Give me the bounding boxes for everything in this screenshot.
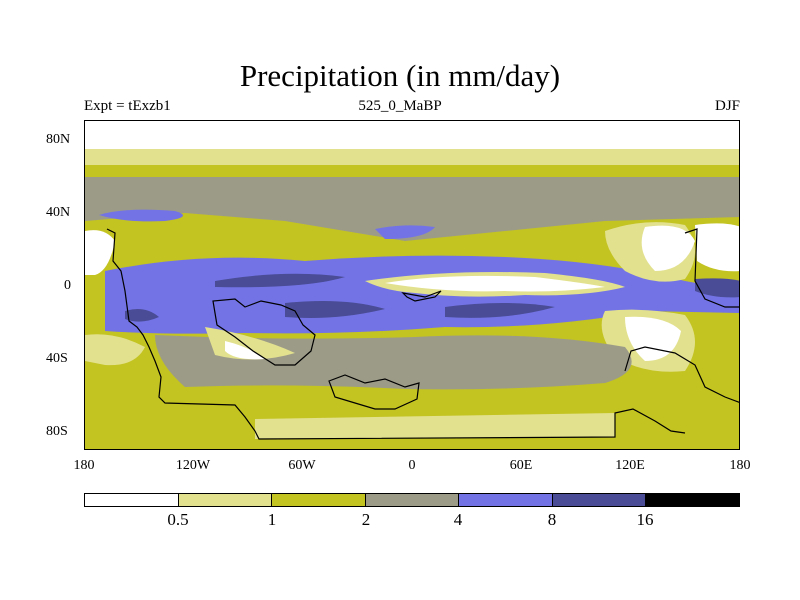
period-label: 525_0_MaBP — [358, 98, 442, 114]
x-tick-60w: 60W — [288, 458, 316, 473]
coastline-africa-north — [401, 290, 442, 302]
antarctic-light-region — [255, 413, 615, 439]
north-blue-patch-west — [99, 209, 183, 222]
colorbar-label: 4 — [453, 510, 463, 529]
experiment-label: Expt = tExzb1 — [84, 98, 171, 114]
equatorial-dry-tongue — [385, 275, 605, 292]
y-tick-0: 0 — [64, 278, 71, 293]
south-dry-patch — [225, 341, 265, 360]
colorbar-label: 16 — [636, 510, 654, 529]
plot-title: Precipitation (in mm/day) — [239, 58, 561, 93]
x-tick-180-right: 180 — [729, 458, 751, 473]
colorbar-swatch — [646, 494, 740, 506]
y-tick-40n: 40N — [46, 205, 71, 220]
tropical-dark-core-5 — [695, 278, 739, 298]
colorbar-label: 8 — [547, 510, 557, 529]
tropical-dark-core-4 — [125, 309, 159, 322]
west-dry-region — [85, 230, 115, 275]
colorbar-swatch — [552, 494, 647, 506]
east-dry-region — [641, 225, 695, 271]
colorbar-label: 1 — [267, 510, 277, 529]
north-midlat-gray-band — [85, 177, 739, 241]
y-tick-80n: 80N — [46, 132, 71, 147]
colorbar-swatch — [178, 494, 273, 506]
colorbar-swatch — [85, 494, 179, 506]
north-blue-patch-mid — [375, 225, 435, 239]
x-tick-180-left: 180 — [73, 458, 95, 473]
tropical-dark-core-2 — [285, 301, 385, 318]
continent-outlines — [106, 228, 739, 440]
coastline-south-america — [212, 298, 316, 366]
colorbar — [84, 493, 740, 507]
tropical-dark-core-1 — [215, 273, 345, 288]
coastline-south-landmass — [328, 374, 420, 410]
x-tick-120e: 120E — [615, 458, 645, 473]
tropical-dark-core-3 — [445, 303, 555, 318]
x-tick-60e: 60E — [509, 458, 533, 473]
southeast-dry-region — [625, 316, 681, 361]
colorbar-swatch — [365, 494, 460, 506]
x-tick-0: 0 — [408, 458, 416, 473]
southwest-light-region — [85, 334, 145, 366]
y-tick-40s: 40S — [46, 351, 68, 366]
x-tick-120w: 120W — [175, 458, 211, 473]
north-light-band — [85, 149, 739, 165]
colorbar-label: 0.5 — [167, 510, 189, 529]
colorbar-swatch — [272, 494, 366, 506]
coastline-east-north — [684, 228, 739, 308]
colorbar-swatch — [459, 494, 553, 506]
east-dry-region-2 — [695, 223, 739, 272]
precipitation-map — [84, 120, 740, 450]
season-label: DJF — [714, 98, 740, 114]
north-polar-dry-band — [85, 121, 739, 149]
coastline-americas-antarctica — [106, 228, 686, 440]
colorbar-label: 2 — [361, 510, 371, 529]
coastline-east-continent — [624, 346, 739, 403]
y-tick-80s: 80S — [46, 424, 68, 439]
